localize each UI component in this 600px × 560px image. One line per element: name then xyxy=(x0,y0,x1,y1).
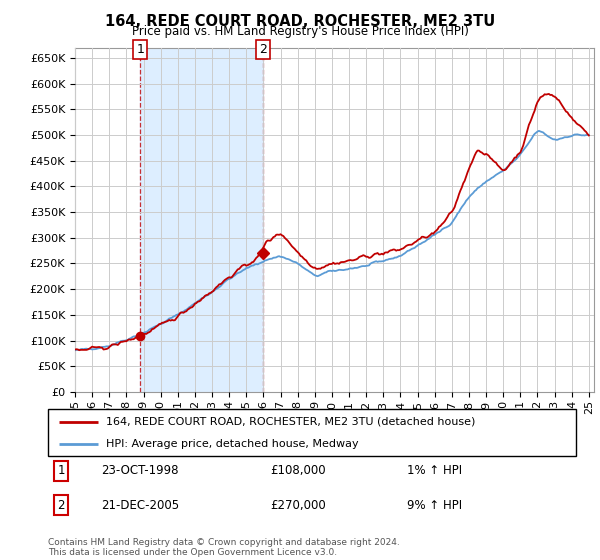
Text: £108,000: £108,000 xyxy=(270,464,325,478)
Text: £270,000: £270,000 xyxy=(270,498,326,512)
Bar xyxy=(140,48,263,392)
Text: HPI: Average price, detached house, Medway: HPI: Average price, detached house, Medw… xyxy=(106,438,359,449)
Text: Contains HM Land Registry data © Crown copyright and database right 2024.
This d: Contains HM Land Registry data © Crown c… xyxy=(48,538,400,557)
Text: Price paid vs. HM Land Registry's House Price Index (HPI): Price paid vs. HM Land Registry's House … xyxy=(131,25,469,38)
Text: 1% ↑ HPI: 1% ↑ HPI xyxy=(407,464,462,478)
Text: 21-DEC-2005: 21-DEC-2005 xyxy=(101,498,179,512)
Text: 9% ↑ HPI: 9% ↑ HPI xyxy=(407,498,462,512)
Text: 23-OCT-1998: 23-OCT-1998 xyxy=(101,464,178,478)
Text: 1: 1 xyxy=(58,464,65,478)
Text: 164, REDE COURT ROAD, ROCHESTER, ME2 3TU (detached house): 164, REDE COURT ROAD, ROCHESTER, ME2 3TU… xyxy=(106,417,475,427)
Text: 1: 1 xyxy=(136,43,144,56)
Text: 164, REDE COURT ROAD, ROCHESTER, ME2 3TU: 164, REDE COURT ROAD, ROCHESTER, ME2 3TU xyxy=(105,14,495,29)
Text: 2: 2 xyxy=(58,498,65,512)
Text: 2: 2 xyxy=(259,43,267,56)
